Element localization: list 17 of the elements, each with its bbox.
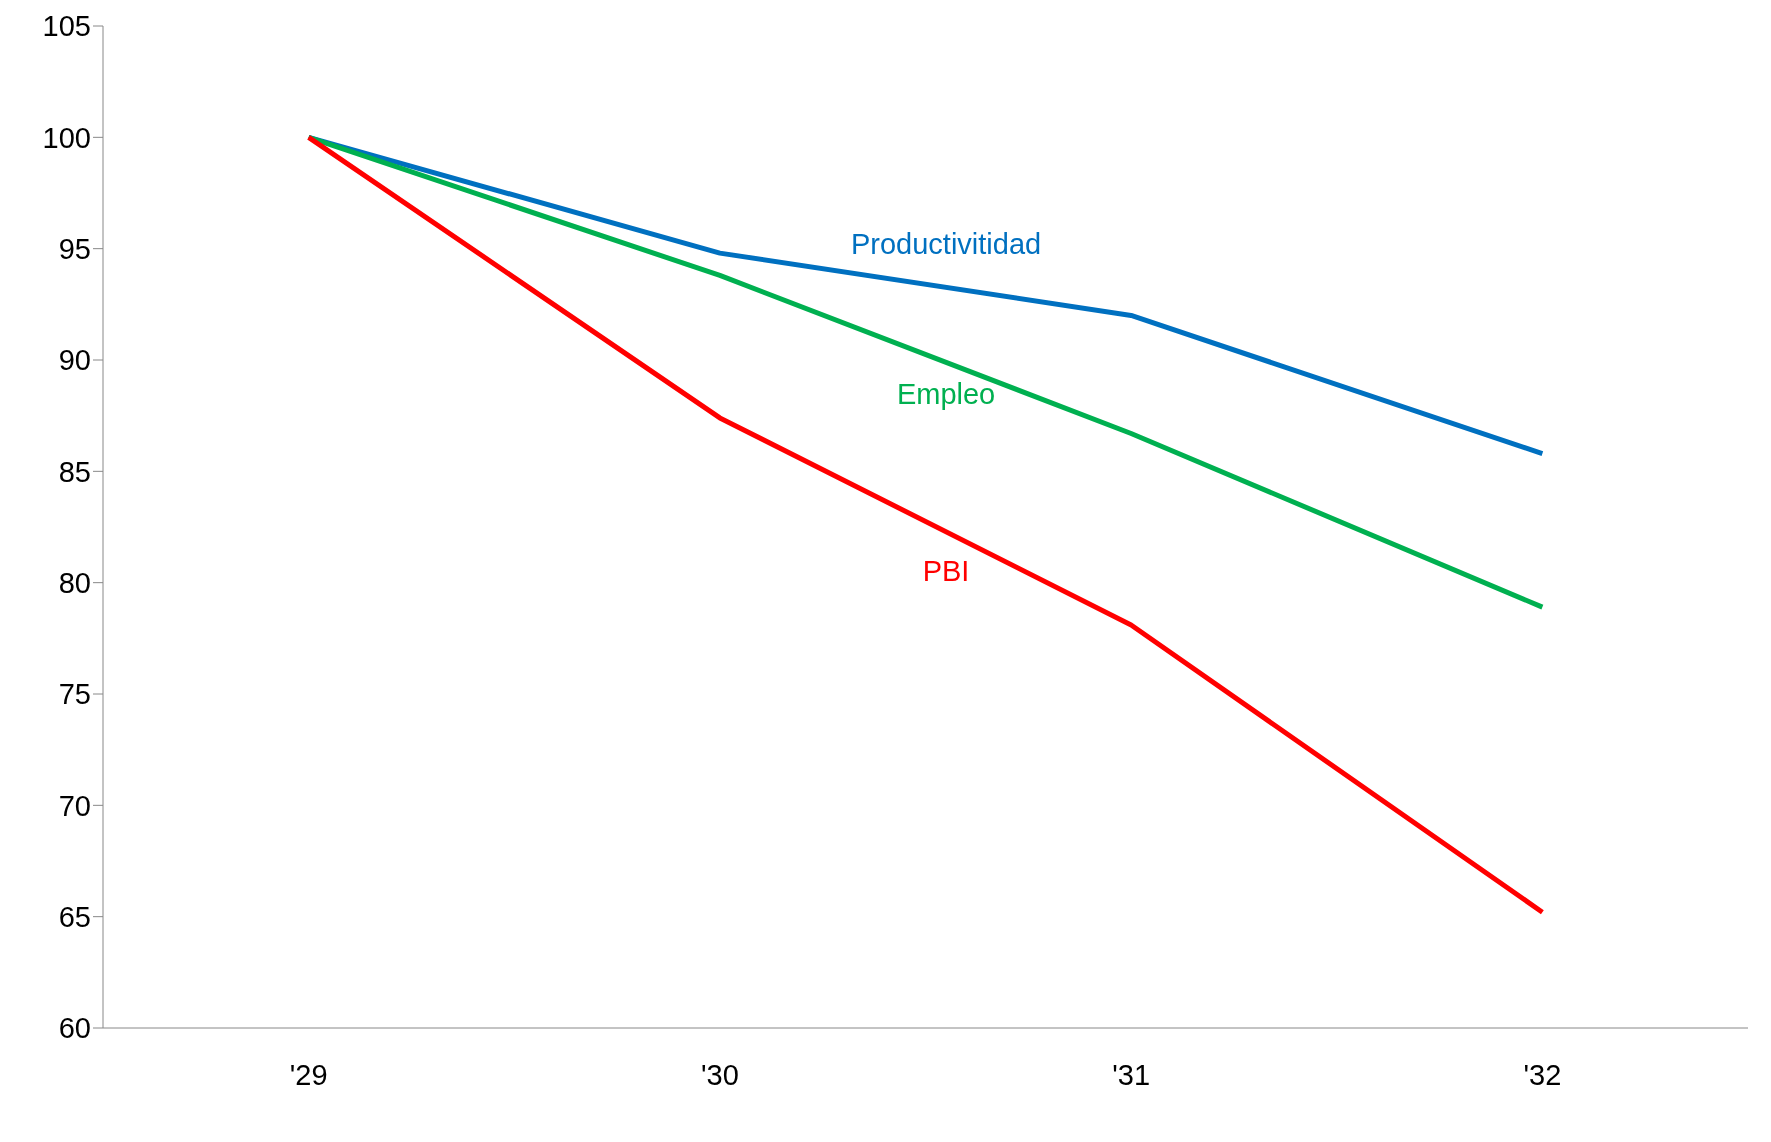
series-label: PBI bbox=[922, 555, 970, 588]
y-tick-label: 65 bbox=[58, 900, 91, 933]
x-tick-label: '30 bbox=[700, 1058, 739, 1091]
x-tick-label: '29 bbox=[289, 1058, 328, 1091]
y-tick-label: 60 bbox=[58, 1012, 91, 1045]
y-tick-label: 75 bbox=[58, 678, 91, 711]
x-tick-label: '32 bbox=[1523, 1058, 1562, 1091]
y-tick-label: 100 bbox=[42, 121, 91, 154]
series-label: Productivitidad bbox=[850, 228, 1042, 261]
series-label: Empleo bbox=[896, 378, 996, 411]
y-tick-label: 80 bbox=[58, 566, 91, 599]
y-tick-label: 85 bbox=[58, 455, 91, 488]
y-tick-label: 90 bbox=[58, 344, 91, 377]
y-tick-label: 95 bbox=[58, 232, 91, 265]
x-tick-label: '31 bbox=[1112, 1058, 1151, 1091]
y-tick-label: 105 bbox=[42, 10, 91, 43]
y-tick-label: 70 bbox=[58, 789, 91, 822]
